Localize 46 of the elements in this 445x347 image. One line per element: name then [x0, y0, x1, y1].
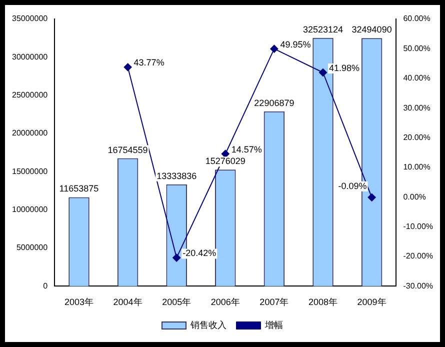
y2-tick-label: 60.00% [403, 14, 430, 24]
data-label: -0.09% [338, 180, 367, 191]
point [368, 193, 376, 202]
point [319, 68, 327, 76]
data-label: 32523124 [302, 24, 344, 34]
y2-tick-label: 40.00% [403, 74, 430, 83]
data-label: 14.57% [231, 144, 262, 154]
x-tick-label: 2003年 [64, 297, 94, 308]
legend-label: 增幅 [264, 320, 283, 330]
x-tick-label: 2004年 [113, 297, 142, 308]
point [270, 44, 278, 53]
data-label: 16754559 [108, 144, 148, 155]
x-tick-label: 2008年 [308, 297, 338, 308]
legend-label: 销售收入 [190, 320, 226, 330]
point [172, 254, 181, 262]
data-label: 32494090 [352, 24, 392, 35]
x-tick-label: 2009年 [357, 297, 386, 308]
y-tick-label: 35000000 [12, 14, 48, 24]
data-label: 15276029 [205, 156, 246, 166]
data-label: 22906879 [254, 98, 294, 108]
y2-tick-label: -30.00% [403, 281, 433, 290]
y2-tick-label: 0.00% [403, 192, 426, 202]
y2-tick-label: -10.00% [403, 222, 433, 232]
y2-tick-label: 10.00% [403, 162, 430, 172]
y-tick-label: 30000000 [12, 52, 48, 62]
y-tick-label: 5000000 [16, 243, 48, 252]
data-label: 11653875 [59, 184, 99, 194]
y-tick-label: 15000000 [12, 166, 48, 176]
x-tick-label: 2006年 [210, 297, 240, 308]
x-tick-label: 2007年 [260, 297, 289, 308]
y2-tick-label: 30.00% [403, 103, 430, 112]
data-label: -20.42% [182, 248, 216, 258]
y2-tick-label: -20.00% [403, 252, 433, 261]
y-tick-label: 0 [43, 281, 48, 290]
data-label: 49.95% [280, 39, 311, 50]
x-tick-label: 2005年 [162, 297, 192, 308]
y2-tick-label: 50.00% [403, 44, 430, 53]
point [221, 150, 230, 158]
data-label: 43.77% [134, 58, 164, 68]
data-label: 13333836 [156, 170, 197, 181]
data-label: 41.98% [329, 62, 360, 73]
y-tick-label: 25000000 [12, 90, 48, 100]
y2-tick-label: 20.00% [403, 132, 430, 142]
point [124, 63, 132, 72]
y-tick-label: 20000000 [12, 128, 48, 138]
y-tick-label: 10000000 [12, 205, 48, 214]
